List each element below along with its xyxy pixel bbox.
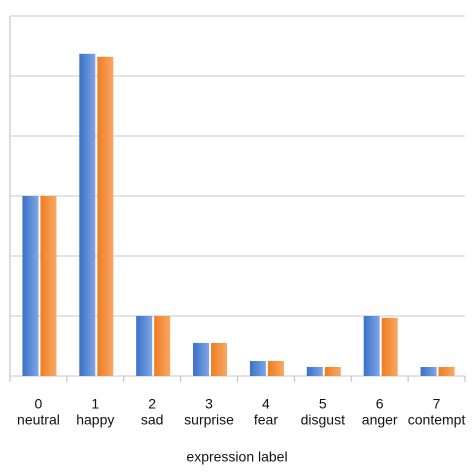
bar: [154, 316, 171, 376]
x-axis-title: expression label: [186, 449, 287, 465]
x-tick-label: 3: [205, 396, 213, 412]
x-tick-label: 5: [319, 396, 327, 412]
bar: [381, 317, 398, 376]
x-tick-label: 2: [148, 396, 156, 412]
x-tick-sublabel: sad: [141, 412, 164, 428]
x-tick-label: 6: [376, 396, 384, 412]
bar: [211, 343, 228, 376]
bar: [363, 316, 380, 376]
bar: [267, 361, 284, 376]
x-tick-sublabel: neutral: [17, 412, 60, 428]
x-tick-label: 7: [433, 396, 441, 412]
bar: [97, 56, 114, 377]
x-tick-sublabel: happy: [76, 412, 114, 428]
x-tick-label: 4: [262, 396, 270, 412]
x-tick-label: 0: [35, 396, 43, 412]
bar: [40, 196, 57, 376]
x-tick-sublabel: disgust: [301, 412, 345, 428]
bar: [306, 367, 323, 376]
x-tick-sublabel: anger: [362, 412, 398, 428]
bar: [22, 196, 39, 376]
x-tick-sublabel: fear: [254, 412, 278, 428]
bar: [249, 361, 266, 376]
x-tick-sublabel: contempt: [408, 412, 466, 428]
bar: [79, 53, 96, 377]
bar: [420, 367, 437, 376]
bar: [193, 343, 210, 376]
bar: [136, 316, 153, 376]
x-tick-label: 1: [91, 396, 99, 412]
x-tick-sublabel: surprise: [184, 412, 234, 428]
bar: [438, 367, 455, 376]
bar: [324, 367, 341, 376]
